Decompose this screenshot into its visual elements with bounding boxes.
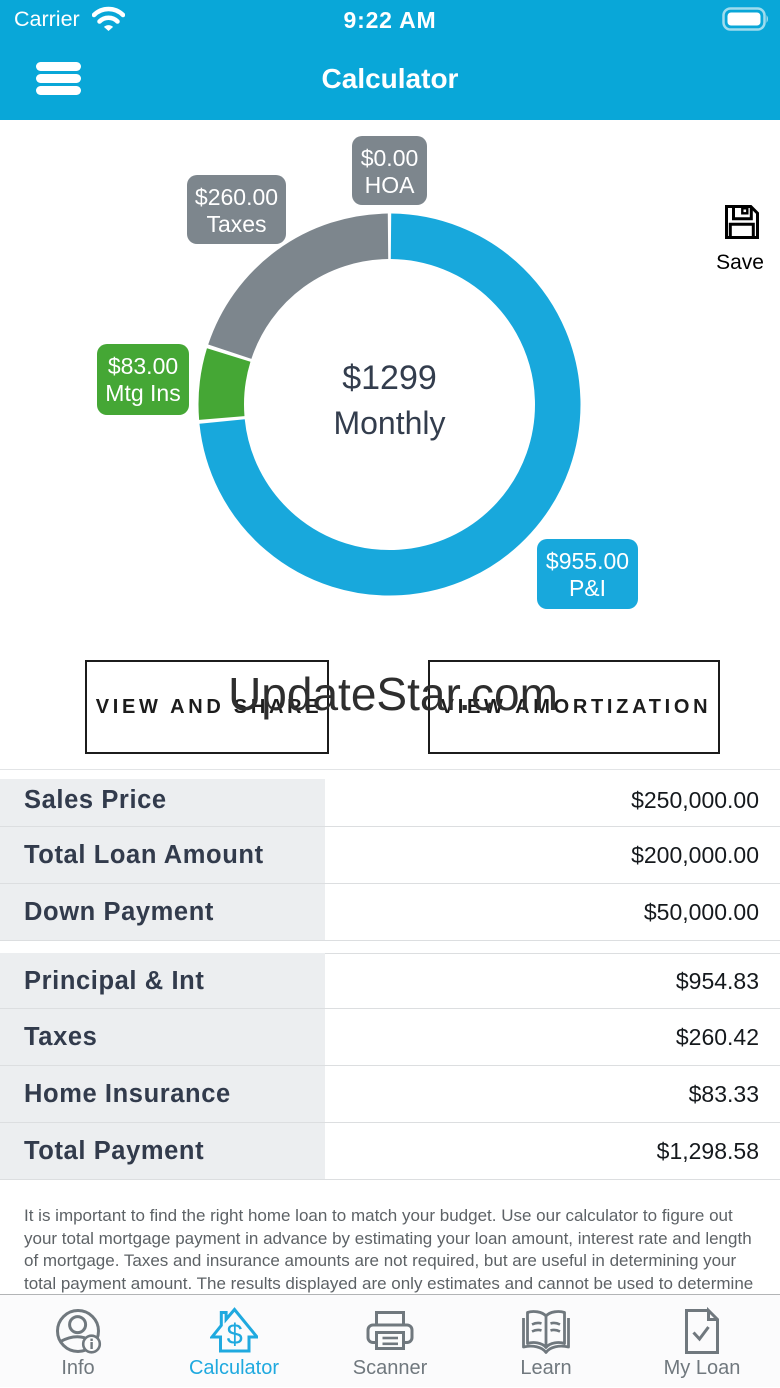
svg-text:$: $ xyxy=(227,1319,243,1351)
